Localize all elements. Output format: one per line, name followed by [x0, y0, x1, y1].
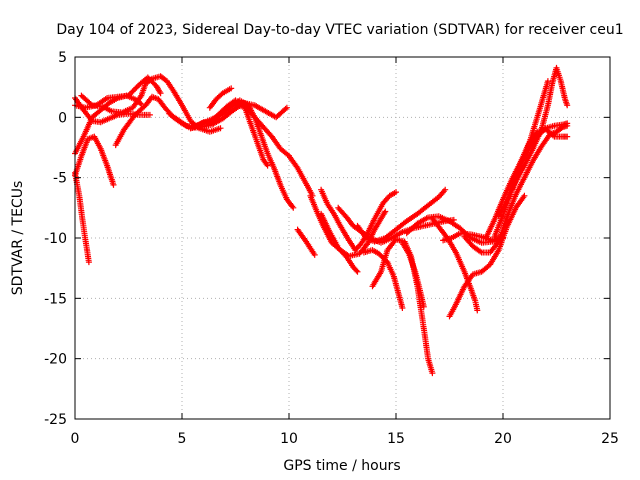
data-series	[354, 186, 449, 245]
chart-title: Day 104 of 2023, Sidereal Day-to-day VTE…	[56, 22, 623, 38]
data-series	[446, 192, 528, 320]
data-point-markers	[446, 192, 528, 320]
data-point-markers	[318, 186, 399, 254]
y-tick-label: -5	[53, 171, 67, 187]
y-tick-label: -25	[44, 412, 67, 428]
x-tick-label: 25	[601, 431, 619, 447]
data-point-markers	[206, 85, 235, 111]
data-point-markers	[354, 186, 449, 245]
data-series	[429, 215, 481, 314]
x-tick-label: 15	[387, 431, 405, 447]
axis-ticks: 0 5 10 15 20 25 -25 -20 -15 -10 -5 0 5	[44, 50, 619, 447]
grid-lines	[75, 57, 610, 419]
data-series	[495, 64, 571, 220]
data-point-markers	[360, 247, 406, 311]
x-axis-label: GPS time / hours	[283, 458, 400, 474]
data-point-markers	[482, 120, 571, 241]
data-point-markers	[294, 226, 318, 258]
x-tick-label: 0	[71, 431, 80, 447]
y-tick-label: -20	[44, 352, 67, 368]
data-series	[318, 186, 399, 254]
data-series	[399, 239, 427, 310]
data-series	[294, 226, 318, 258]
data-series	[206, 85, 235, 111]
x-tick-label: 20	[494, 431, 512, 447]
plot-area	[72, 64, 571, 377]
data-series	[482, 120, 571, 241]
data-point-markers	[234, 102, 292, 159]
data-point-markers	[429, 215, 481, 314]
data-series	[286, 152, 316, 199]
x-tick-label: 5	[178, 431, 187, 447]
data-series	[318, 210, 361, 275]
y-tick-label: -10	[44, 231, 67, 247]
y-tick-label: 5	[58, 50, 67, 66]
data-point-markers	[508, 126, 571, 187]
data-series	[234, 102, 292, 159]
data-point-markers	[286, 152, 316, 199]
data-series	[360, 247, 406, 311]
data-point-markers	[399, 239, 427, 310]
data-series	[508, 126, 571, 187]
data-point-markers	[495, 64, 571, 220]
data-point-markers	[318, 210, 361, 275]
y-axis-label: SDTVAR / TECUs	[10, 181, 26, 296]
x-tick-label: 10	[280, 431, 298, 447]
y-tick-label: 0	[58, 110, 67, 126]
y-tick-label: -15	[44, 291, 67, 307]
